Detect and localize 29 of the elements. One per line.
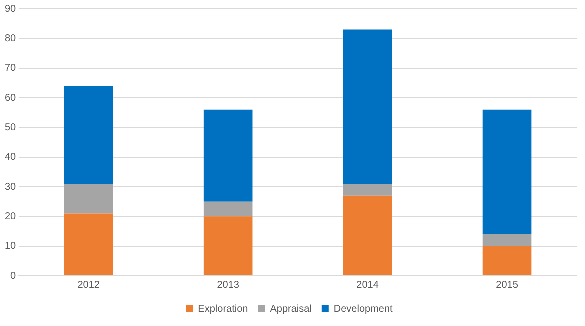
- x-tick-label: 2013: [217, 280, 240, 291]
- y-tick-label: 50: [5, 122, 17, 134]
- bar: [482, 110, 532, 234]
- y-tick-label: 0: [10, 270, 17, 282]
- bar: [343, 184, 392, 196]
- legend-label: Development: [334, 304, 394, 315]
- bar: [204, 202, 253, 217]
- bar: [64, 184, 114, 214]
- bar: [204, 216, 253, 276]
- y-tick-label: 10: [5, 241, 17, 252]
- legend-label: Appraisal: [270, 304, 312, 315]
- bar: [343, 30, 392, 184]
- bar: [64, 86, 114, 184]
- y-tick-label: 60: [5, 92, 17, 104]
- bar: [482, 234, 532, 246]
- legend-label: Exploration: [198, 304, 248, 315]
- bar: [64, 214, 114, 276]
- bar: [204, 110, 253, 202]
- y-tick-label: 80: [5, 33, 17, 44]
- y-tick-label: 70: [5, 63, 17, 74]
- x-tick-label: 2012: [78, 280, 100, 291]
- y-tick-label: 90: [5, 4, 17, 15]
- y-tick-label: 20: [5, 211, 17, 222]
- bar: [482, 246, 532, 276]
- x-tick-label: 2014: [356, 280, 380, 291]
- y-tick-label: 30: [5, 182, 17, 193]
- x-tick-label: 2015: [496, 280, 519, 291]
- y-tick-label: 40: [5, 152, 17, 164]
- bar: [343, 196, 392, 276]
